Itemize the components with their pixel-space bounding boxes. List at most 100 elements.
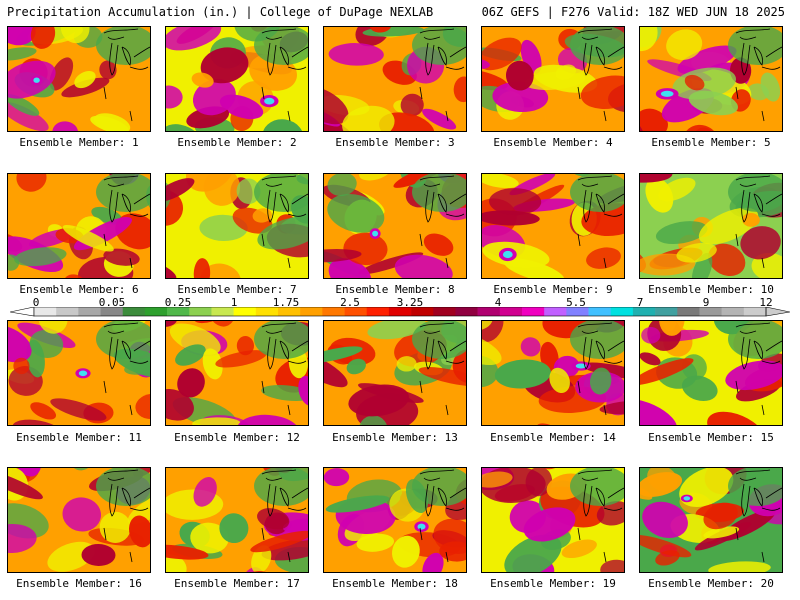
precip-blob — [74, 70, 96, 89]
precip-blob — [342, 105, 395, 131]
member-caption: Ensemble Member: 19 — [490, 577, 616, 590]
precip-blob — [192, 79, 236, 116]
colorbar-swatch — [366, 307, 390, 316]
extreme-precip-core — [372, 230, 379, 237]
colorbar-swatch — [78, 307, 101, 316]
precip-blob — [202, 348, 223, 380]
state-border — [577, 380, 607, 416]
precip-field — [640, 27, 782, 131]
precip-blob — [555, 64, 577, 80]
precip-blob — [482, 321, 504, 343]
colorbar-tick-label: 1.75 — [272, 296, 300, 309]
precip-blob — [215, 350, 267, 368]
precip-blob — [325, 495, 390, 513]
member-caption: Ensemble Member: 5 — [651, 136, 771, 149]
precip-blob — [599, 400, 624, 415]
state-border — [577, 233, 607, 269]
precip-blob — [282, 518, 308, 533]
colorbar-tick-label: 1 — [230, 296, 238, 309]
lake-coastline — [577, 28, 624, 76]
colorbar-tick-label: 9 — [702, 296, 710, 309]
colorbar-swatch — [699, 307, 722, 316]
state-border — [261, 86, 291, 122]
precip-blob — [703, 502, 738, 530]
ensemble-member-map — [481, 320, 625, 426]
precip-blob — [52, 121, 79, 131]
precip-blob — [250, 530, 308, 553]
ensemble-member-map — [7, 320, 151, 426]
precip-blob — [394, 254, 453, 278]
precip-blob — [127, 490, 150, 524]
member-caption: Ensemble Member: 13 — [332, 431, 458, 444]
precip-blob — [708, 243, 746, 277]
precip-field — [166, 468, 308, 572]
colorbar-swatch — [167, 307, 190, 316]
precip-blob — [327, 174, 357, 197]
precip-blob — [418, 367, 466, 387]
member-caption: Ensemble Member: 6 — [19, 283, 139, 296]
lake-coastline — [103, 28, 150, 76]
precip-blob — [482, 331, 502, 366]
colorbar-swatch — [278, 307, 301, 316]
precip-blob — [62, 497, 102, 532]
colorbar-swatch — [388, 307, 412, 316]
precip-blob — [8, 325, 32, 363]
state-border — [735, 86, 765, 122]
precip-blob — [135, 393, 150, 420]
precip-blob — [642, 501, 688, 539]
precip-blob — [356, 533, 395, 552]
precip-blob — [191, 72, 214, 88]
colorbar-swatch — [721, 307, 745, 316]
state-border — [419, 527, 449, 563]
precip-blob — [640, 174, 673, 183]
precip-blob — [703, 526, 740, 539]
colorbar-swatch — [566, 307, 589, 316]
precip-blob — [30, 402, 57, 420]
member-caption: Ensemble Member: 1 — [19, 136, 139, 149]
precip-blob — [400, 93, 424, 117]
precip-blob — [29, 329, 64, 358]
precip-blob — [422, 552, 444, 572]
precip-blob — [505, 60, 534, 91]
precip-blob — [489, 188, 542, 216]
precip-blob — [203, 174, 241, 206]
precip-blob — [236, 336, 255, 356]
precip-blob — [392, 535, 420, 568]
ensemble-member-map — [481, 26, 625, 132]
precip-blob — [504, 534, 562, 572]
ensemble-member-map — [165, 26, 309, 132]
colorbar-swatch — [255, 307, 279, 316]
precip-blob — [200, 263, 242, 278]
colorbar-swatch — [100, 307, 124, 316]
member-caption: Ensemble Member: 20 — [648, 577, 774, 590]
colorbar-tick-label: 0.25 — [164, 296, 192, 309]
state-border — [261, 233, 291, 269]
precip-blob — [298, 375, 308, 407]
state-border — [419, 233, 449, 269]
precip-blob — [359, 174, 392, 181]
precip-blob — [62, 224, 114, 252]
precip-blob — [38, 321, 68, 334]
precip-field — [8, 174, 150, 278]
colorbar-swatch — [499, 307, 523, 316]
state-border — [103, 380, 133, 416]
ensemble-member-map — [639, 26, 783, 132]
member-caption: Ensemble Member: 3 — [335, 136, 455, 149]
ensemble-member-map — [323, 467, 467, 573]
colorbar-swatch — [677, 307, 700, 316]
precip-blob — [219, 513, 249, 544]
precip-field — [482, 321, 624, 425]
precip-blob — [482, 174, 519, 189]
precip-blob — [640, 358, 694, 386]
precip-field — [8, 321, 150, 425]
colorbar-swatch — [522, 307, 545, 316]
extreme-precip-core — [683, 496, 691, 501]
lake-coastline — [419, 322, 466, 370]
precip-blob — [525, 468, 553, 497]
precip-blob — [61, 77, 110, 98]
member-caption: Ensemble Member: 2 — [177, 136, 297, 149]
precip-blob — [679, 468, 734, 507]
precip-blob — [666, 29, 703, 60]
precip-blob — [658, 177, 696, 202]
state-border — [577, 527, 607, 563]
